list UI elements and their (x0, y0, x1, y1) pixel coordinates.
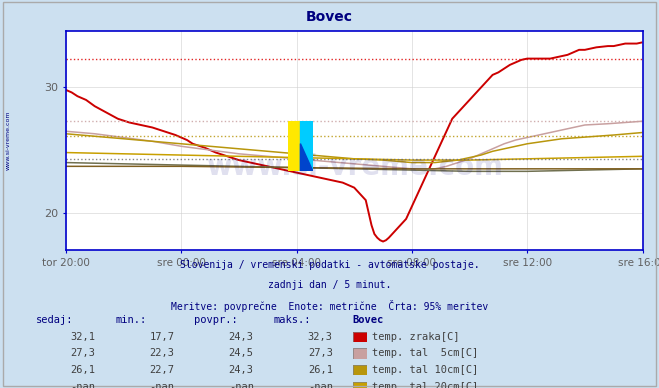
Text: -nan: -nan (308, 382, 333, 388)
Text: Bovec: Bovec (306, 10, 353, 24)
Text: zadnji dan / 5 minut.: zadnji dan / 5 minut. (268, 280, 391, 290)
Text: Slovenija / vremenski podatki - avtomatske postaje.: Slovenija / vremenski podatki - avtomats… (180, 260, 479, 270)
Text: Bovec: Bovec (353, 315, 384, 325)
Text: 22,7: 22,7 (150, 365, 175, 375)
Text: www.si-vreme.com: www.si-vreme.com (5, 111, 11, 170)
Text: -nan: -nan (229, 382, 254, 388)
Text: min.:: min.: (115, 315, 146, 325)
Text: -nan: -nan (71, 382, 96, 388)
Text: 26,1: 26,1 (308, 365, 333, 375)
Bar (288, 121, 301, 171)
Polygon shape (301, 144, 313, 171)
Text: sedaj:: sedaj: (36, 315, 74, 325)
Text: temp. tal  5cm[C]: temp. tal 5cm[C] (372, 348, 478, 359)
Text: -nan: -nan (150, 382, 175, 388)
Text: 27,3: 27,3 (71, 348, 96, 359)
Text: temp. tal 20cm[C]: temp. tal 20cm[C] (372, 382, 478, 388)
Text: Meritve: povprečne  Enote: metrične  Črta: 95% meritev: Meritve: povprečne Enote: metrične Črta:… (171, 300, 488, 312)
Text: 24,3: 24,3 (229, 332, 254, 342)
Text: www.si-vreme.com: www.si-vreme.com (206, 153, 503, 181)
Text: 24,5: 24,5 (229, 348, 254, 359)
Text: maks.:: maks.: (273, 315, 311, 325)
Text: 22,3: 22,3 (150, 348, 175, 359)
Bar (301, 121, 313, 171)
Text: 26,1: 26,1 (71, 365, 96, 375)
Text: 24,3: 24,3 (229, 365, 254, 375)
Text: temp. tal 10cm[C]: temp. tal 10cm[C] (372, 365, 478, 375)
Text: 27,3: 27,3 (308, 348, 333, 359)
Text: 32,1: 32,1 (71, 332, 96, 342)
Text: 17,7: 17,7 (150, 332, 175, 342)
Text: temp. zraka[C]: temp. zraka[C] (372, 332, 460, 342)
Text: 32,3: 32,3 (308, 332, 333, 342)
Text: povpr.:: povpr.: (194, 315, 238, 325)
